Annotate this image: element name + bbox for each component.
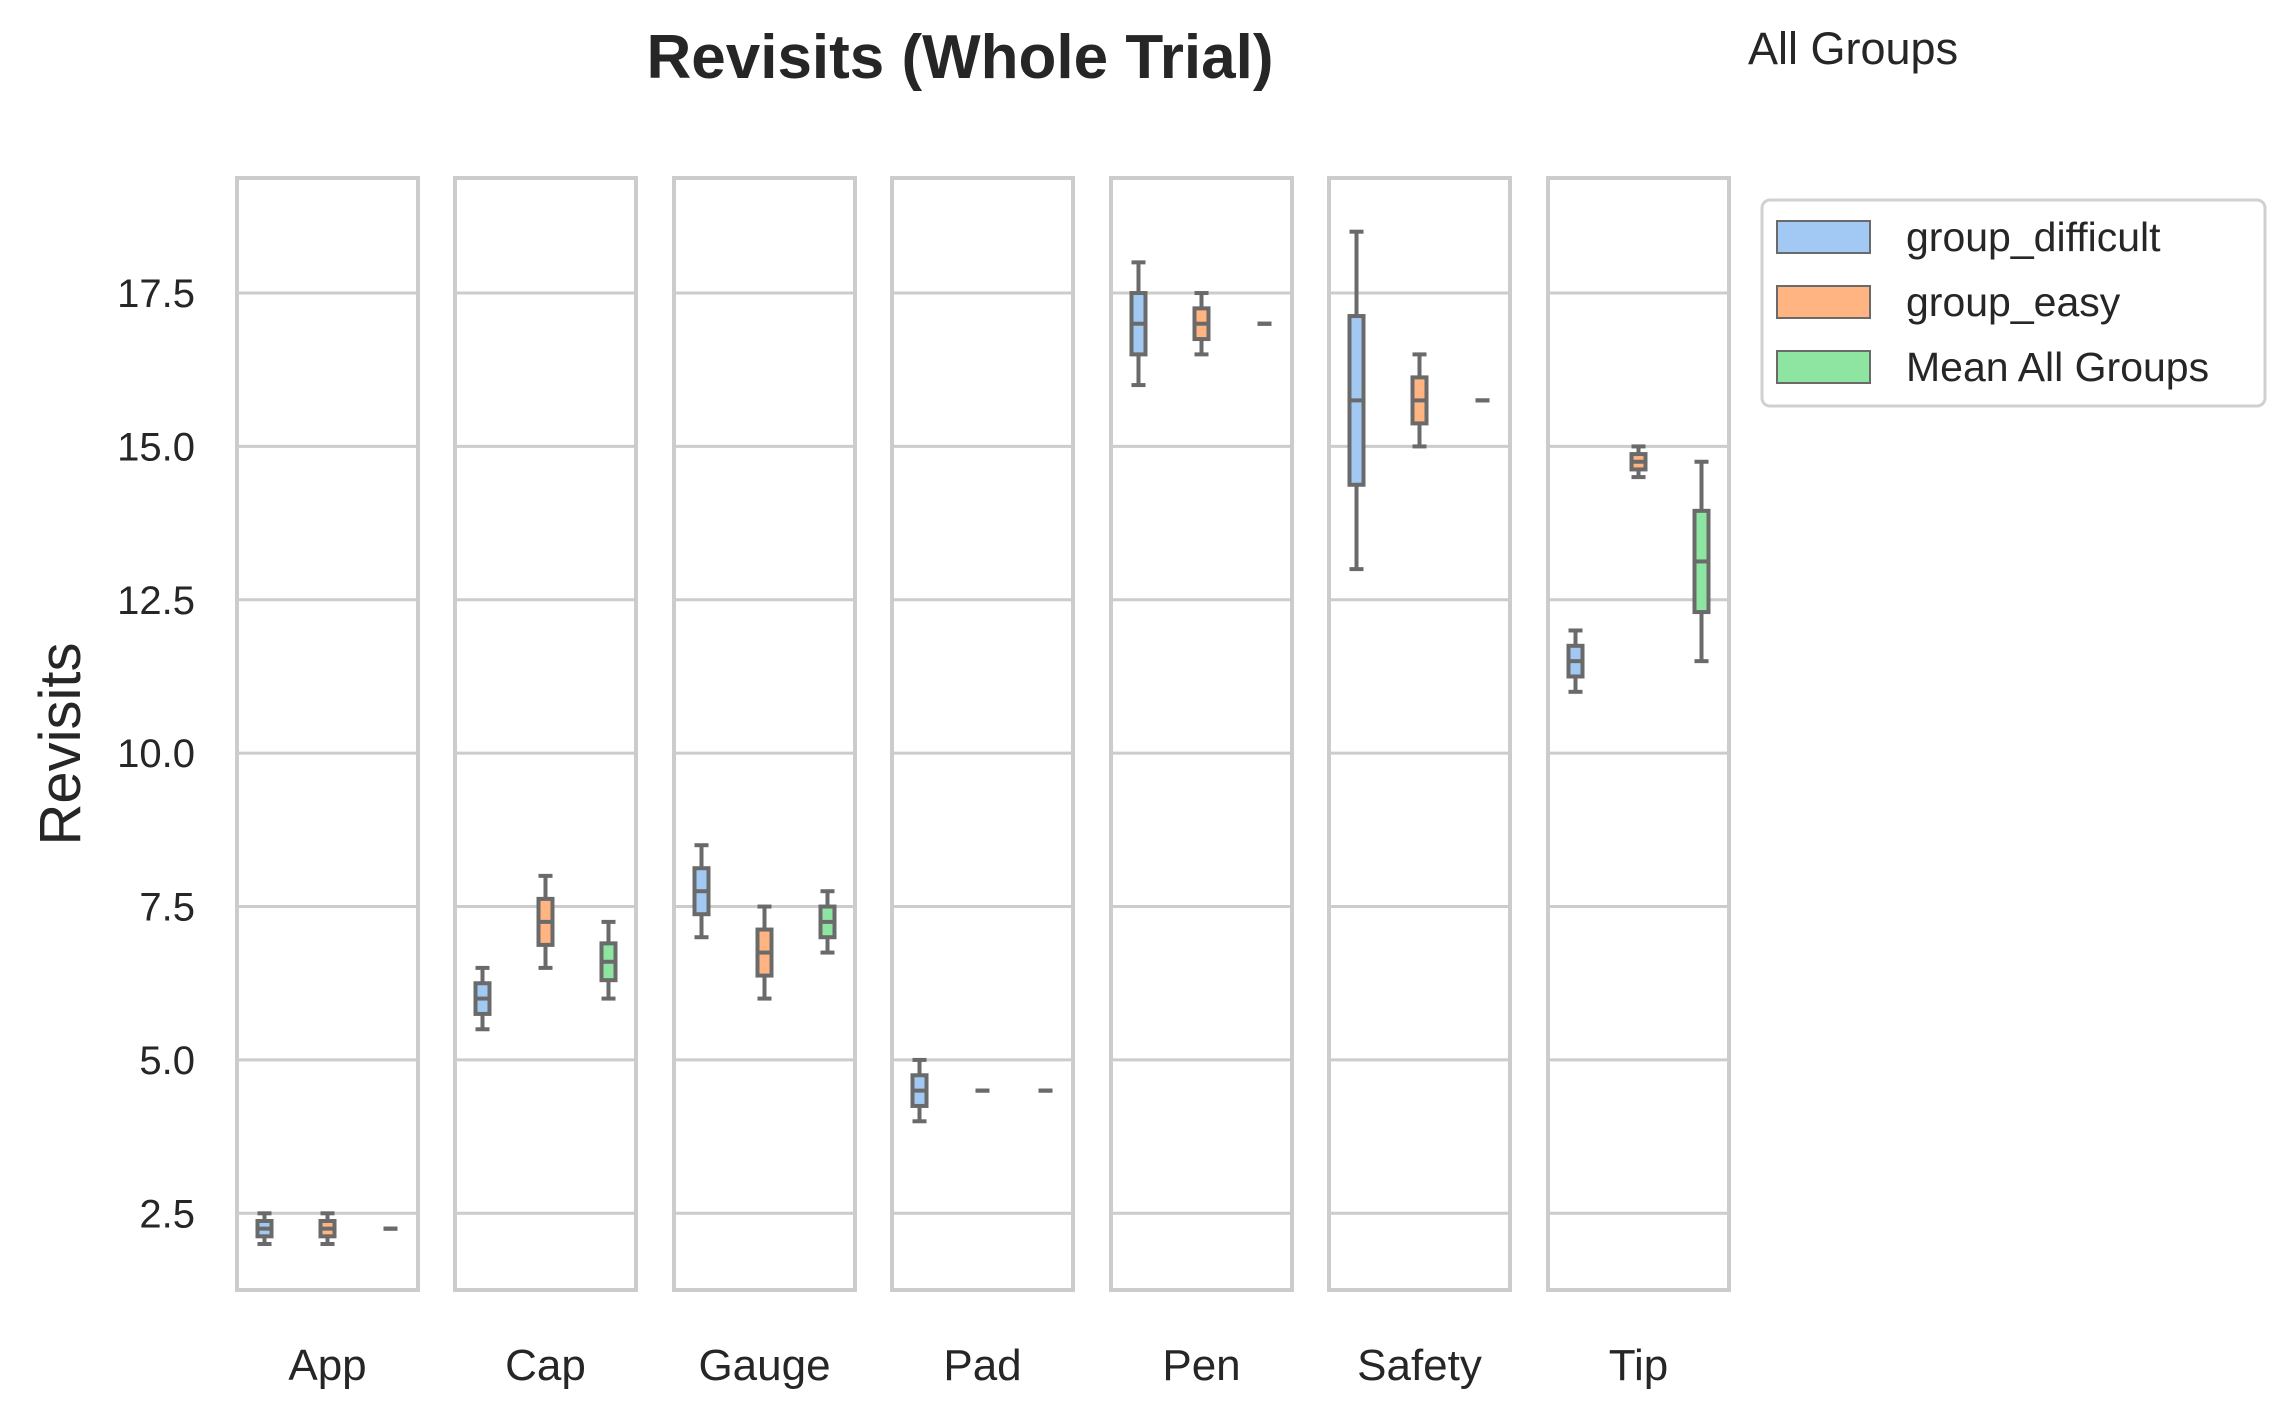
panel-cap: Cap bbox=[453, 176, 638, 1390]
box-group_difficult bbox=[1566, 628, 1585, 694]
panel-app: App bbox=[235, 176, 420, 1390]
panel-frame bbox=[672, 176, 857, 1292]
box-mean-all-groups bbox=[818, 889, 837, 955]
box-group_easy bbox=[536, 873, 555, 970]
legend-swatch bbox=[1776, 285, 1871, 319]
y-tick-label: 10.0 bbox=[117, 732, 195, 776]
x-category-label: Tip bbox=[1609, 1341, 1669, 1390]
chart-title: Revisits (Whole Trial) bbox=[646, 23, 1273, 92]
panel-frame bbox=[235, 176, 420, 1292]
panel-frame bbox=[890, 176, 1075, 1292]
legend-entry: group_difficult bbox=[1906, 214, 2161, 260]
box-mean-all-groups bbox=[599, 919, 618, 1001]
box-mean-all-groups bbox=[1692, 459, 1711, 664]
panel-pen: Pen bbox=[1109, 176, 1294, 1390]
box-group_difficult bbox=[1129, 260, 1148, 388]
box-group_difficult bbox=[692, 843, 711, 940]
legend-frame bbox=[1760, 198, 2267, 408]
panel-frame bbox=[1327, 176, 1512, 1292]
box-group_difficult bbox=[255, 1211, 274, 1246]
box-group_difficult bbox=[910, 1057, 929, 1124]
panel-tip: Tip bbox=[1546, 176, 1731, 1390]
box-group_easy bbox=[318, 1211, 337, 1246]
y-tick-label: 2.5 bbox=[139, 1192, 195, 1236]
legend-entry: group_easy bbox=[1906, 279, 2121, 325]
y-axis-label: Revisits bbox=[28, 642, 93, 845]
y-tick-label: 12.5 bbox=[117, 579, 195, 623]
x-category-label: Gauge bbox=[698, 1341, 830, 1390]
panel-safety: Safety bbox=[1327, 176, 1512, 1390]
panel-gauge: Gauge bbox=[672, 176, 857, 1390]
box-group_easy bbox=[1192, 291, 1211, 357]
x-category-label: Safety bbox=[1357, 1341, 1482, 1390]
x-category-label: Pen bbox=[1162, 1341, 1240, 1390]
y-tick-label: 5.0 bbox=[139, 1039, 195, 1083]
y-tick-label: 17.5 bbox=[117, 272, 195, 316]
legend-swatch bbox=[1776, 220, 1871, 254]
x-category-label: App bbox=[288, 1341, 366, 1390]
legend: group_difficult group_easy Mean All Groups bbox=[1760, 198, 2267, 408]
box-group_easy bbox=[1410, 352, 1429, 449]
chart-panels: App Cap Gauge Pad Pen Safety Tip bbox=[235, 176, 1731, 1390]
chart-subtitle: All Groups bbox=[1748, 23, 1958, 74]
y-tick-label: 15.0 bbox=[117, 425, 195, 469]
panel-frame bbox=[453, 176, 638, 1292]
box-group_easy bbox=[755, 904, 774, 1001]
box-group_difficult bbox=[473, 965, 492, 1032]
panel-frame bbox=[1109, 176, 1294, 1292]
box-group_easy bbox=[1629, 444, 1648, 480]
legend-swatch bbox=[1776, 350, 1871, 384]
x-category-label: Pad bbox=[943, 1341, 1021, 1390]
y-tick-label: 7.5 bbox=[139, 886, 195, 930]
box-group_difficult bbox=[1347, 229, 1366, 572]
legend-entry: Mean All Groups bbox=[1906, 344, 2209, 390]
panel-pad: Pad bbox=[890, 176, 1075, 1390]
panel-frame bbox=[1546, 176, 1731, 1292]
x-category-label: Cap bbox=[505, 1341, 586, 1390]
y-tick-labels: 2.5 5.0 7.5 10.0 12.5 15.0 17.5 bbox=[117, 272, 195, 1236]
